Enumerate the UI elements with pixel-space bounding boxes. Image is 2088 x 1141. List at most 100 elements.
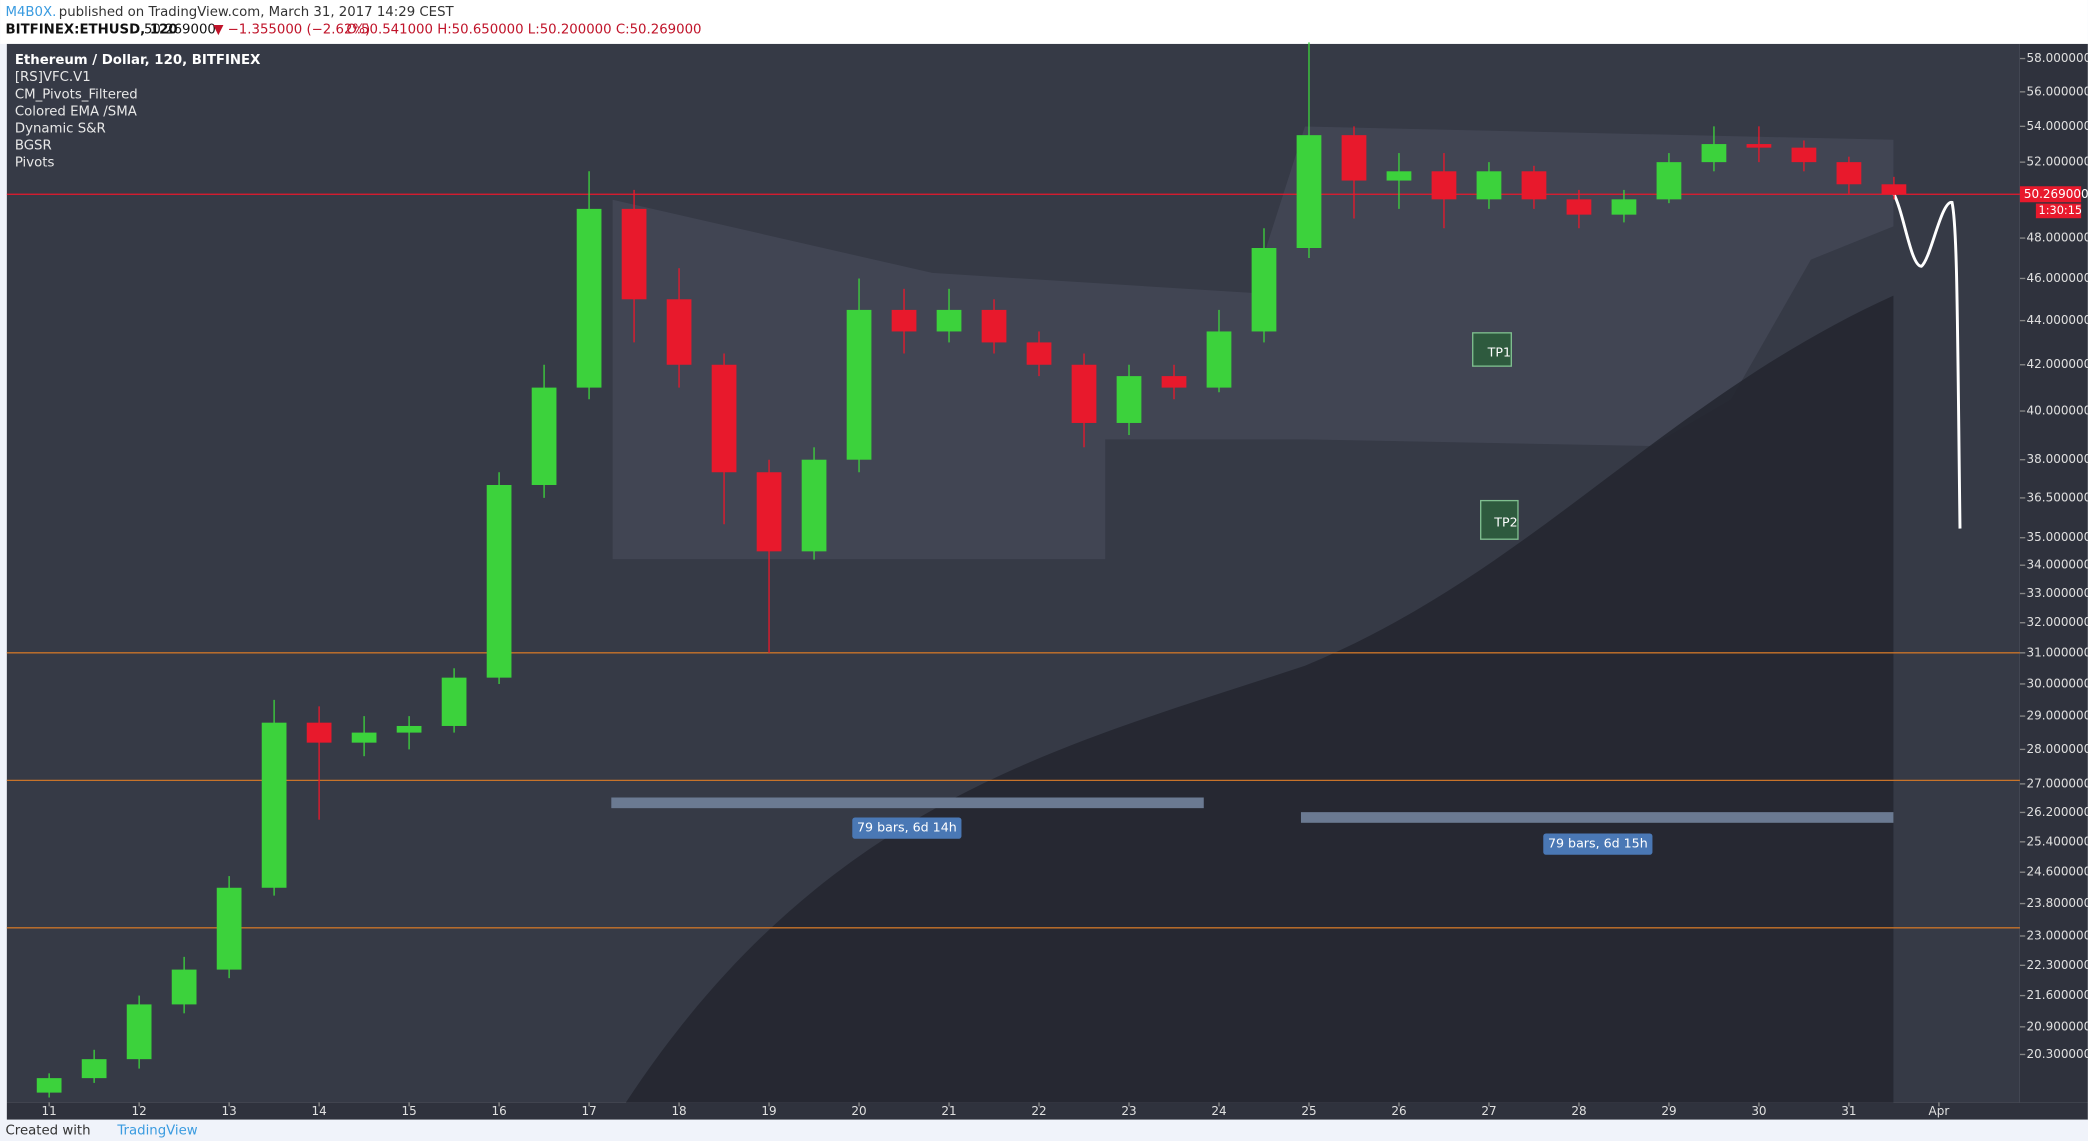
candle-body [1071,364,1097,423]
candle-body [711,364,737,473]
published: published on TradingView.com, March 31, … [59,5,455,20]
y-tick-label: 46.000000 [2027,271,2088,285]
indicator-label: Dynamic S&R [15,121,106,136]
candle-body [846,309,872,460]
time-axis-bg [6,1102,2088,1120]
y-tick-label: 56.000000 [2027,84,2088,98]
cloud [625,295,1894,1103]
candle-body [531,387,557,485]
range-measure [611,797,1204,809]
y-tick-label: 23.800000 [2027,896,2088,910]
price-axis-bg [2019,43,2088,1103]
candle-body [1656,162,1682,200]
y-tick-label: 25.400000 [2027,834,2088,848]
measure-label: 79 bars, 6d 14h [857,820,957,835]
candle-body [936,309,962,332]
candle-body [981,309,1007,343]
candle-body [1161,376,1187,388]
x-tick-label: 25 [1301,1104,1316,1118]
x-tick-label: 31 [1841,1104,1856,1118]
target-box [1480,499,1519,540]
x-tick-label: 15 [401,1104,416,1118]
candle-body [666,299,692,365]
candle-body [396,725,422,733]
channel [612,126,1894,560]
indicator-label: Colored EMA /SMA [15,104,137,119]
candle-body [171,969,197,1005]
x-tick-label: 11 [42,1104,57,1118]
y-tick-label: 40.000000 [2027,404,2088,418]
y-tick-label: 28.000000 [2027,742,2088,756]
candle-body [756,472,782,552]
candle-body [1296,135,1322,249]
last-price-bg [2019,186,2082,203]
range-measure [1300,812,1894,823]
candle-body [306,722,332,743]
x-tick-label: 21 [941,1104,956,1118]
candle-body [1521,171,1547,200]
y-tick-label: 58.000000 [2027,51,2088,65]
y-tick-label: 32.000000 [2027,615,2088,629]
x-tick-label: 19 [761,1104,776,1118]
x-tick-label: 18 [671,1104,686,1118]
candle-body [1746,144,1772,148]
y-tick-label: 31.000000 [2027,645,2088,659]
candle-body [621,208,647,300]
indicator-label: [RS]VFC.V1 [15,70,91,85]
chart-title: Ethereum / Dollar, 120, BITFINEX [15,53,261,68]
projection [1892,192,1962,529]
y-tick-label: 22.300000 [2027,958,2088,972]
y-tick-label: 48.000000 [2027,231,2088,245]
x-tick-label: 22 [1031,1104,1046,1118]
candle-body [1251,248,1277,332]
indicator-label: BGSR [15,138,52,153]
footer: Created with [6,1123,91,1138]
y-tick-label: 42.000000 [2027,357,2088,371]
x-tick-label: 14 [311,1104,326,1118]
symbol: BITFINEX:ETHUSD, 120 [6,22,178,37]
y-tick-label: 44.000000 [2027,313,2088,327]
measure-label-bg [1543,833,1653,855]
x-tick-label: 13 [222,1104,237,1118]
candle-body [891,309,917,332]
y-tick-label: 38.000000 [2027,452,2088,466]
y-tick-label: 20.300000 [2027,1047,2088,1061]
measure-label: 79 bars, 6d 15h [1548,836,1648,851]
y-tick-label: 20.900000 [2027,1019,2088,1033]
candle-body [36,1078,62,1093]
y-tick-label: 54.000000 [2027,119,2088,133]
candle-body [126,1004,152,1060]
x-tick-label: 28 [1571,1104,1586,1118]
change: ▼ −1.355000 (−2.62%) [213,22,370,37]
target-label: TP2 [1493,515,1517,530]
candle-body [1836,162,1862,185]
candle-body [261,722,287,888]
y-tick-label: 35.000000 [2027,530,2088,544]
x-tick-label: 12 [132,1104,147,1118]
countdown-bg [2035,203,2082,219]
price: 50.269000 [144,22,216,37]
y-tick-label: 21.600000 [2027,988,2088,1002]
x-tick-label: Apr [1929,1104,1950,1118]
y-tick-label: 33.000000 [2027,586,2088,600]
ohlc: O:50.541000 H:50.650000 L:50.200000 C:50… [346,22,701,37]
x-tick-label: 23 [1121,1104,1136,1118]
header-bg [0,0,2088,44]
footer-bg [0,1119,2088,1141]
candle-body [81,1059,107,1079]
candle-body [1701,144,1727,163]
indicator-label: Pivots [15,155,55,170]
indicator-label: CM_Pivots_Filtered [15,87,138,102]
candle-body [1791,147,1817,163]
y-tick-label: 34.000000 [2027,558,2088,572]
x-tick-label: 16 [491,1104,506,1118]
y-tick-label: 52.000000 [2027,155,2088,169]
candle-body [1476,171,1502,200]
x-tick-label: 20 [851,1104,866,1118]
x-tick-label: 17 [581,1104,596,1118]
y-tick-label: 27.000000 [2027,776,2088,790]
candle-body [1881,184,1907,195]
candle-body [1566,199,1592,215]
y-tick-label: 24.600000 [2027,865,2088,879]
